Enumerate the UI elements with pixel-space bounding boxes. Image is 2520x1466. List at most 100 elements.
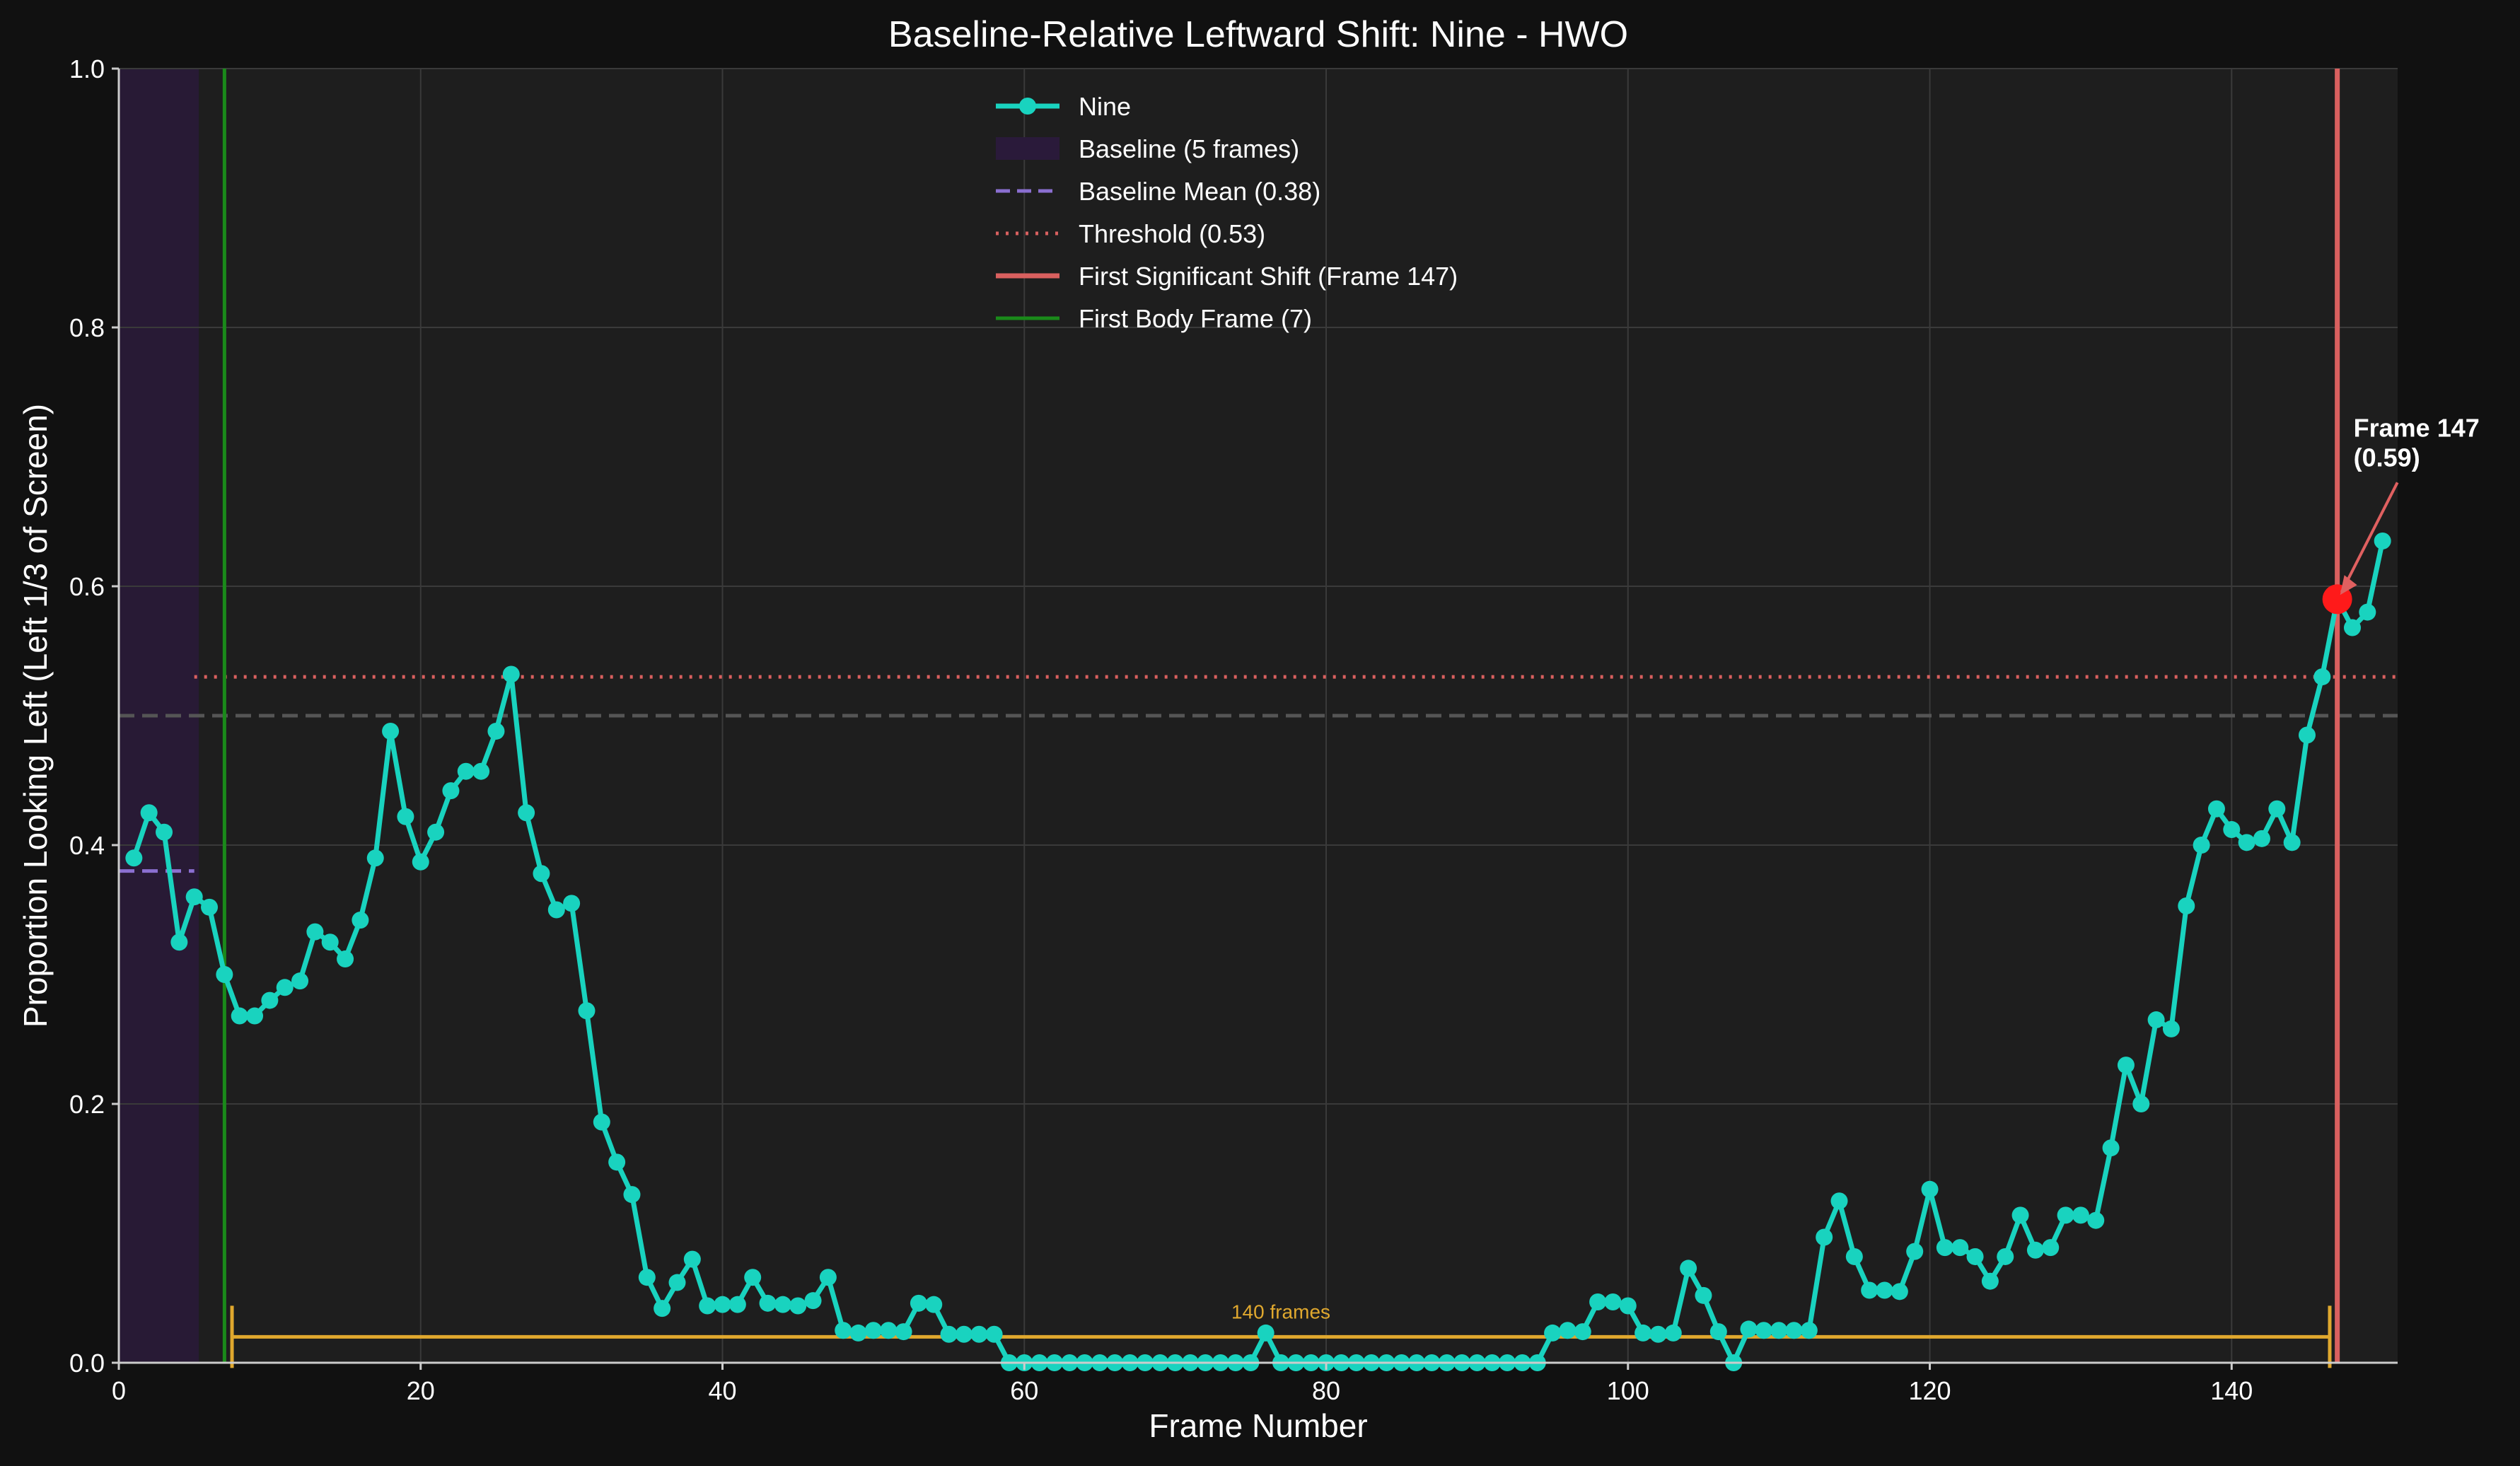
annotation-arrow [2340,482,2399,593]
legend-label-first-body: First Body Frame (7) [1079,304,1312,333]
data-point [125,849,143,867]
data-point [2313,668,2331,686]
data-point [955,1325,972,1343]
legend-item-baseline-mean: Baseline Mean (0.38) [996,177,1320,206]
data-point [2193,837,2210,854]
y-tick-label: 0.4 [69,831,105,860]
data-point [547,901,565,919]
annotation-arrowhead [2340,575,2357,595]
data-point [1876,1281,1893,1299]
data-point [1544,1324,1562,1342]
x-tick-label: 140 [2210,1376,2253,1405]
data-point [2042,1239,2060,1257]
legend-label-series: Nine [1079,92,1131,121]
data-point [2072,1206,2089,1224]
data-point [728,1296,746,1313]
data-point [382,722,400,740]
legend-label-baseline: Baseline (5 frames) [1079,134,1299,163]
data-point [2253,830,2270,847]
legend-label-first-shift: First Significant Shift (Frame 147) [1079,262,1458,291]
data-point [1680,1260,1697,1277]
data-point [2057,1206,2074,1224]
data-point [1574,1323,1591,1341]
data-point [352,912,369,929]
data-point [366,849,384,867]
data-point [427,823,445,841]
data-point [261,991,279,1009]
data-point [518,804,535,822]
data-point [140,804,158,822]
data-point [895,1323,912,1341]
data-point [216,966,233,983]
data-point [1906,1243,1924,1260]
data-point [2011,1206,2029,1224]
span-label: 140 frames [1231,1301,1330,1322]
data-point [1951,1239,1969,1257]
data-point [880,1322,898,1339]
data-point [201,898,219,916]
data-point [1755,1322,1772,1339]
data-point [1695,1286,1712,1304]
data-point [774,1296,791,1313]
data-point [1770,1322,1788,1339]
data-point [231,1007,248,1025]
y-axis-label: Proportion Looking Left (Left 1/3 of Scr… [17,404,54,1028]
x-tick-label: 120 [1908,1376,1951,1405]
data-point [985,1325,1003,1343]
data-point [864,1322,882,1339]
annotation-frame: Frame 147 [2354,413,2480,442]
data-point [2147,1011,2165,1029]
data-point [1830,1192,1848,1210]
data-point [2207,800,2225,818]
data-point [1936,1239,1953,1257]
data-point [654,1300,671,1317]
data-point [412,853,429,871]
data-point [1664,1324,1682,1342]
data-point [835,1322,852,1339]
data-point [533,865,550,883]
data-point [1649,1325,1667,1343]
data-point [804,1292,822,1310]
data-point [276,979,294,996]
data-point [1785,1322,1803,1339]
data-point [1845,1247,1863,1265]
y-tick-label: 0.0 [69,1349,105,1378]
data-point [593,1113,610,1131]
chart-title: Baseline-Relative Leftward Shift: Nine -… [888,14,1628,55]
data-point [321,933,339,951]
legend-label-baseline-mean: Baseline Mean (0.38) [1079,177,1320,206]
y-tick-label: 1.0 [69,54,105,83]
data-point [819,1269,837,1286]
legend-item-threshold: Threshold (0.53) [996,219,1265,248]
data-point [397,808,414,825]
data-point [1816,1228,1833,1246]
data-point [910,1294,927,1312]
data-point [2132,1095,2150,1112]
annotation-value: (0.59) [2354,443,2420,472]
data-point [170,933,188,951]
data-point [502,665,520,683]
data-point [442,782,460,800]
data-point [699,1297,716,1315]
data-point [1861,1281,1879,1299]
data-point [1891,1283,1908,1301]
legend: Nine Baseline (5 frames) Baseline Mean (… [996,92,1458,333]
x-tick-label: 80 [1312,1376,1340,1405]
data-point [306,923,324,941]
frame-span [230,1305,2332,1368]
data-point [2343,619,2361,636]
data-point [1966,1247,1984,1265]
x-tick-label: 60 [1010,1376,1038,1405]
data-point [563,895,581,912]
data-point [578,1002,596,1020]
y-tick-label: 0.6 [69,572,105,601]
data-point [2026,1241,2044,1259]
data-point [1619,1297,1637,1315]
x-tick-label: 100 [1607,1376,1649,1405]
data-point [291,972,309,990]
x-axis-ticks: 0 20 40 60 80 100 120 140 [112,1363,2253,1405]
data-point [925,1296,943,1313]
data-point [683,1250,701,1268]
data-point [759,1294,777,1312]
data-point [1634,1324,1652,1342]
